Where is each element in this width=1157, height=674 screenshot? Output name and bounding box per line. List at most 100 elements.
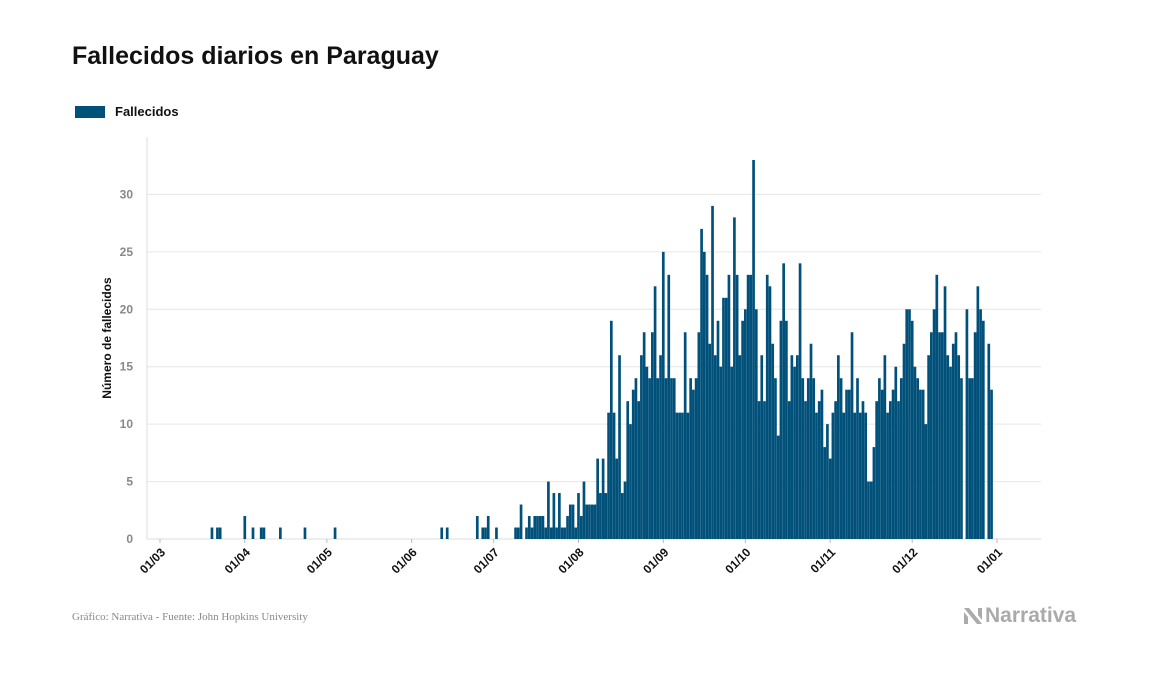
bar (681, 412, 684, 539)
bar (899, 378, 903, 539)
bar (626, 401, 630, 539)
bar (683, 332, 687, 539)
bar (599, 493, 602, 539)
bar (593, 504, 597, 539)
bar (741, 320, 744, 539)
bar (279, 527, 282, 539)
brand-name: Narrativa (985, 604, 1077, 627)
y-tick-label: 25 (120, 245, 134, 259)
bar (667, 274, 671, 539)
legend-label: Fallecidos (115, 104, 179, 119)
bar (804, 401, 807, 539)
bar (897, 401, 900, 539)
bar (713, 355, 717, 539)
bar (495, 527, 498, 539)
bar (661, 251, 665, 539)
bar (979, 309, 982, 539)
bar (697, 332, 701, 539)
bar (815, 412, 818, 539)
bar (623, 481, 627, 539)
bar (785, 320, 788, 539)
bar (752, 159, 755, 539)
bar (864, 412, 868, 539)
bar (634, 378, 638, 539)
bar (965, 309, 969, 539)
bar (946, 355, 950, 539)
bar (927, 355, 930, 539)
y-tick-label: 10 (120, 417, 134, 431)
legend-swatch (75, 105, 105, 118)
bar (757, 401, 761, 539)
bar (973, 332, 977, 539)
bar (853, 412, 857, 539)
bar (921, 389, 925, 539)
bar (883, 355, 887, 539)
bar (711, 205, 714, 539)
bar (568, 504, 572, 539)
bar (719, 366, 723, 539)
bar (735, 274, 739, 539)
bar (869, 481, 873, 539)
bar (837, 355, 840, 539)
x-tick-label: 01/12 (889, 545, 920, 576)
bar (765, 274, 769, 539)
y-tick-label: 15 (120, 360, 134, 374)
bar (722, 297, 725, 539)
bar (656, 378, 660, 539)
bar (694, 378, 698, 539)
bar (875, 401, 878, 539)
bar (738, 355, 742, 539)
bar (259, 527, 263, 539)
bar (653, 286, 657, 539)
bar (913, 366, 917, 539)
bar (664, 378, 668, 539)
bar (525, 527, 528, 539)
y-tick-label: 20 (120, 302, 134, 316)
bar (262, 527, 266, 539)
bar (585, 504, 589, 539)
bar (727, 274, 731, 539)
bar (949, 366, 952, 539)
bar (533, 516, 537, 539)
bar (527, 516, 531, 539)
bar (686, 412, 690, 539)
bar (902, 343, 906, 539)
bar (609, 320, 613, 539)
x-tick-label: 01/01 (974, 545, 1005, 576)
bar (760, 355, 764, 539)
bar (481, 527, 485, 539)
bar (790, 355, 794, 539)
bar (730, 366, 734, 539)
bar (700, 228, 703, 539)
y-axis-label: Número de fallecidos (100, 277, 114, 399)
bar (702, 251, 706, 539)
bar (930, 332, 933, 539)
bar (571, 504, 575, 539)
bar (475, 516, 479, 539)
bar (716, 320, 720, 539)
bar (588, 504, 591, 539)
bar (812, 378, 816, 539)
bar (943, 286, 947, 539)
bar (880, 389, 884, 539)
bar (251, 527, 255, 539)
bar (839, 378, 843, 539)
x-tick-label: 01/11 (808, 545, 839, 576)
bar (544, 527, 548, 539)
bar (560, 527, 564, 539)
bar (763, 401, 766, 539)
bar (612, 412, 616, 539)
bar (519, 504, 523, 539)
bar (754, 309, 758, 539)
bar (782, 263, 785, 539)
bar (705, 274, 709, 539)
bar (744, 309, 747, 539)
x-tick-label: 01/07 (471, 545, 502, 576)
bar (440, 527, 444, 539)
bar (303, 527, 307, 539)
bar (445, 527, 449, 539)
bar (516, 527, 520, 539)
source-caption: Gráfico: Narrativa - Fuente: John Hopkin… (72, 611, 308, 623)
bar (798, 263, 802, 539)
